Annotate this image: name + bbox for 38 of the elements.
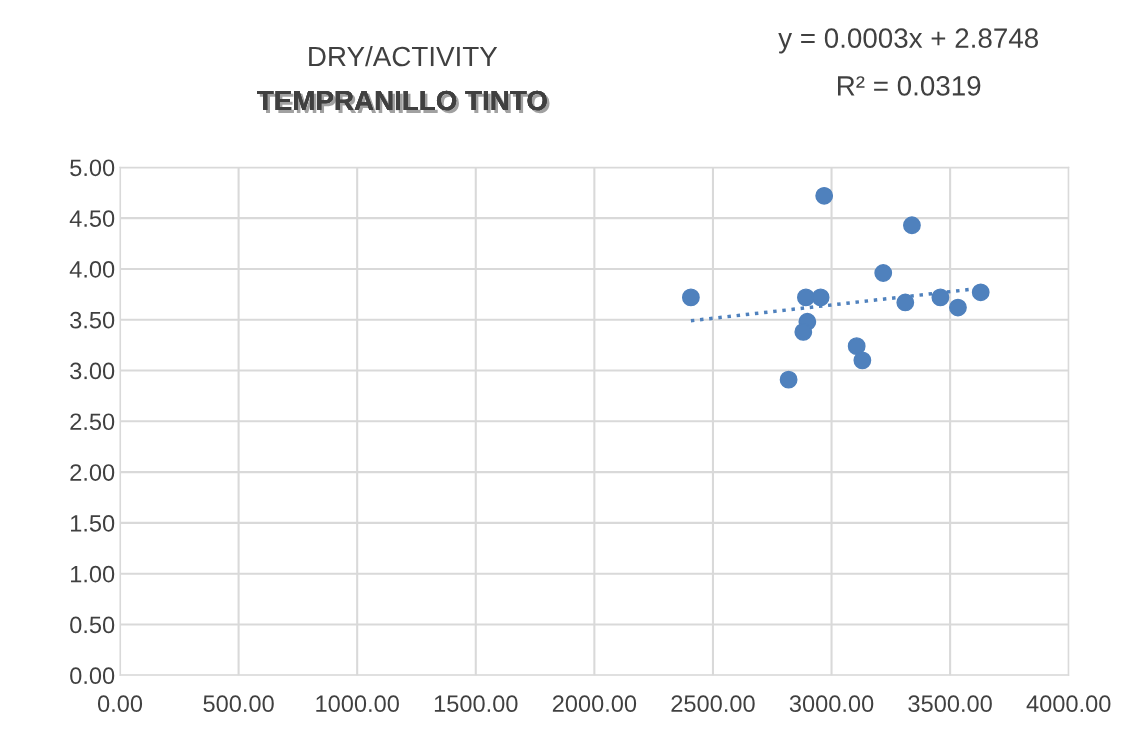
y-tick-label: 3.00 [70,362,115,380]
y-tick-label: 0.50 [70,616,115,634]
x-tick-label: 3000.00 [789,695,874,713]
x-tick-label: 2000.00 [552,695,637,713]
x-tick-label: 3500.00 [908,695,992,713]
point [847,337,866,356]
x-tick-label: 1000.00 [316,695,399,713]
point [931,288,950,307]
chart-title: DRY/ACTIVITY [309,45,498,67]
point [811,288,830,307]
point [949,298,967,317]
text: R² = 0.0319 [838,76,981,96]
point [896,293,915,312]
y-tick-label: 2.50 [70,413,115,431]
text: y = 0.0003x + 2.8748 [778,28,1038,54]
chart-subtitle: TEMPRANILLO TINTO [257,90,550,114]
x-tick-label: 0.00 [97,695,143,713]
y-tick-label: 1.50 [71,514,115,532]
point [779,370,798,389]
y-tick-label: 0.00 [70,667,115,685]
point [853,351,872,370]
y-tick-label: 2.00 [70,464,115,481]
point [681,288,700,307]
x-tick-label: 1500.00 [434,695,518,713]
y-tick-label: 5.00 [70,159,115,177]
point [815,186,834,205]
x-tick-label: 2500.00 [671,695,755,713]
point [874,264,893,282]
point [797,288,815,307]
point [971,283,990,302]
y-tick-label: 4.00 [69,261,115,278]
x-tick-label: 4000.00 [1026,695,1111,713]
point [903,216,921,235]
y-tick-label: 3.50 [70,311,115,329]
y-tick-label: 1.00 [71,565,115,583]
y-tick-label: 4.50 [69,210,115,227]
point [794,323,813,341]
x-tick-label: 500.00 [203,695,274,713]
